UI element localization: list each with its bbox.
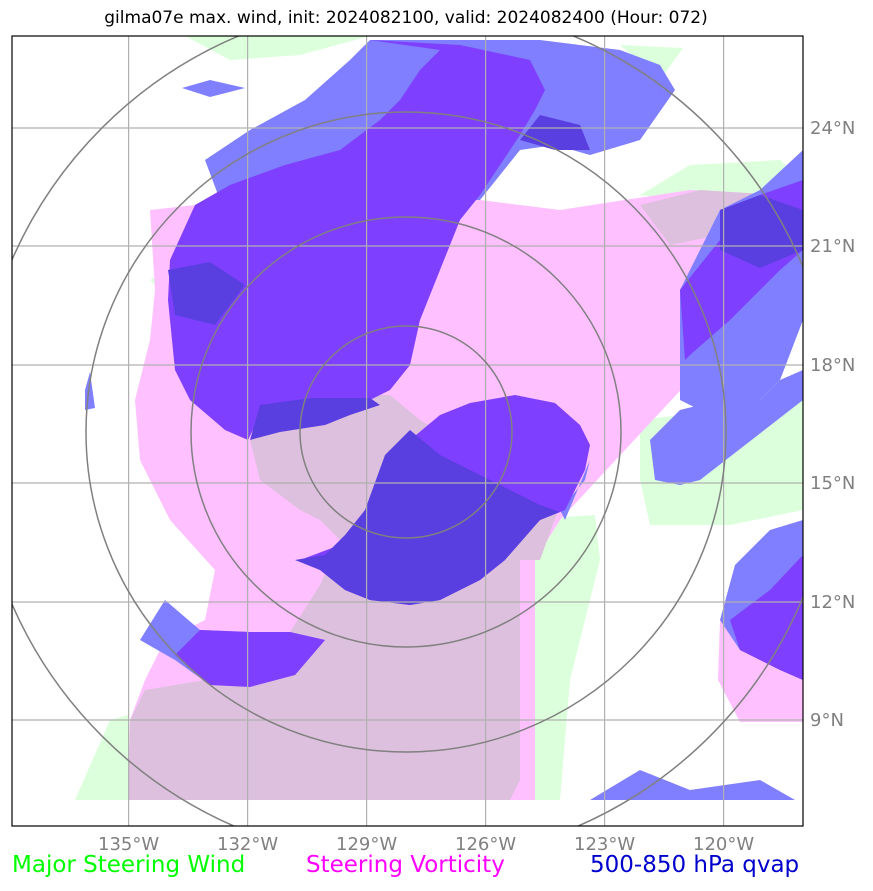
map-plot-area xyxy=(12,36,803,826)
plot-frame xyxy=(11,35,804,827)
qvap-overlap-layer xyxy=(168,115,803,605)
legend-steering-wind: Major Steering Wind xyxy=(12,852,246,878)
lat-label: 21°N xyxy=(810,236,855,257)
lat-label: 18°N xyxy=(810,355,855,376)
lat-label: 24°N xyxy=(810,118,855,139)
lon-label: 123°W xyxy=(574,834,635,855)
lon-label: 129°W xyxy=(336,834,397,855)
range-rings xyxy=(12,36,803,826)
legend-qvap: 500-850 hPa qvap xyxy=(590,852,800,878)
lon-label: 120°W xyxy=(693,834,754,855)
map-title: gilma07e max. wind, init: 2024082100, va… xyxy=(104,8,708,28)
lat-label: 9°N xyxy=(810,710,844,731)
lat-label: 12°N xyxy=(810,592,855,613)
lon-label: 132°W xyxy=(217,834,278,855)
gridlines xyxy=(12,36,803,826)
lon-label: 135°W xyxy=(98,834,159,855)
lon-label: 126°W xyxy=(455,834,516,855)
lat-label: 15°N xyxy=(810,473,855,494)
latitude-labels: 24°N 21°N 18°N 15°N 12°N 9°N xyxy=(810,118,855,731)
legend-steering-vorticity: Steering Vorticity xyxy=(306,852,505,878)
longitude-labels: 135°W 132°W 129°W 126°W 123°W 120°W xyxy=(98,834,754,855)
